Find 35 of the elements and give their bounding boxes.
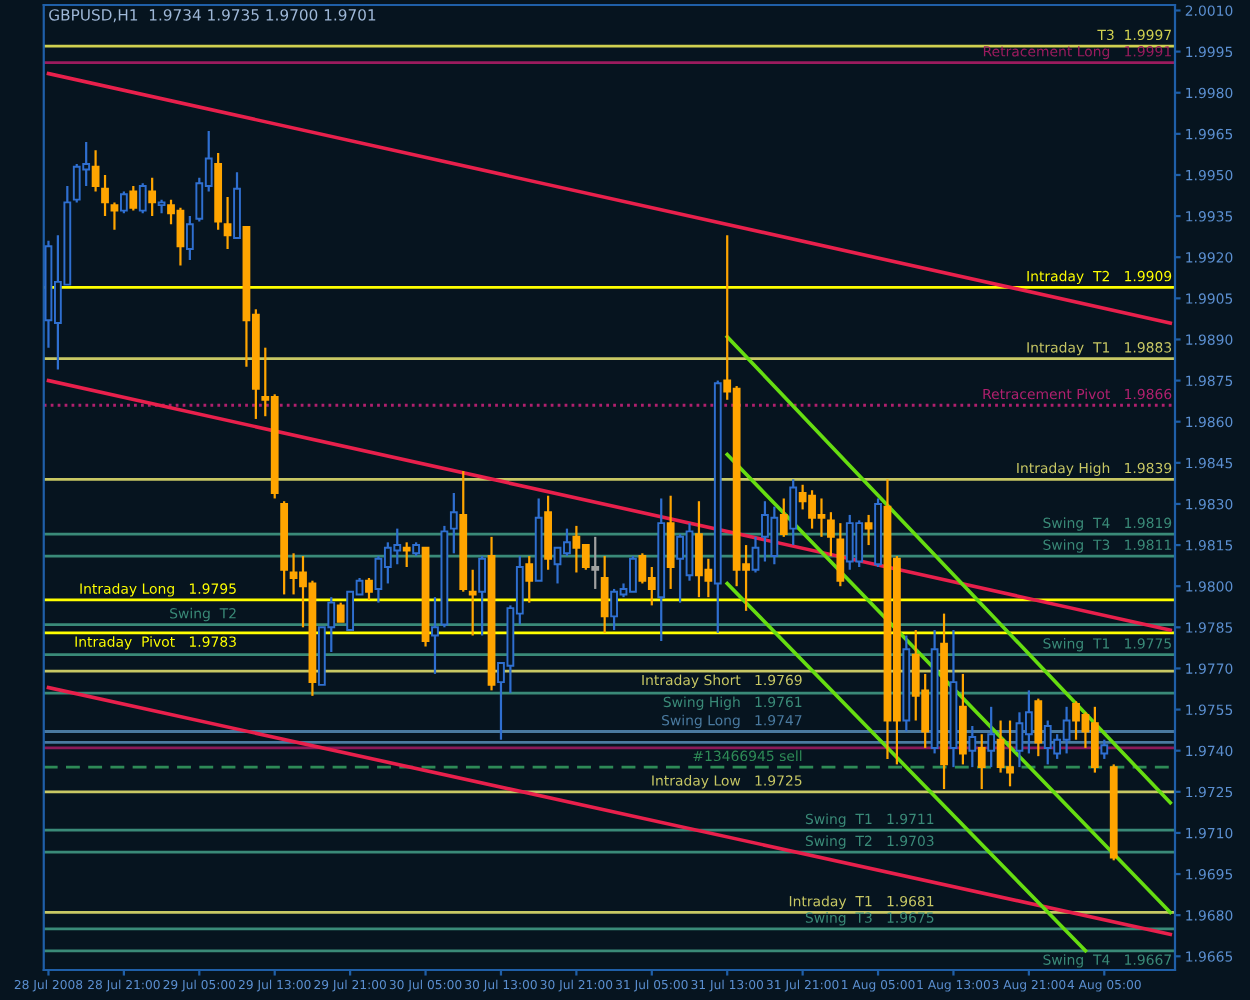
candlestick bbox=[101, 173, 109, 218]
candlestick bbox=[827, 511, 835, 558]
candlestick bbox=[1100, 738, 1109, 761]
candlestick bbox=[119, 190, 128, 215]
candlestick bbox=[544, 494, 552, 571]
candlestick bbox=[600, 554, 609, 634]
candlestick bbox=[968, 724, 977, 769]
candlestick bbox=[751, 535, 760, 574]
candlestick bbox=[977, 733, 986, 791]
candlestick bbox=[402, 541, 411, 569]
candlestick bbox=[148, 176, 157, 218]
candlestick bbox=[864, 513, 873, 547]
candlestick bbox=[591, 535, 600, 591]
candlestick bbox=[666, 494, 675, 591]
candlestick bbox=[478, 554, 486, 637]
candlestick bbox=[1090, 705, 1099, 774]
candlestick bbox=[129, 184, 138, 212]
candlestick bbox=[1024, 689, 1033, 755]
candlestick bbox=[365, 576, 373, 602]
candlestick bbox=[138, 182, 147, 215]
candlestick bbox=[185, 214, 194, 262]
candlestick bbox=[468, 568, 477, 637]
candlestick bbox=[987, 705, 996, 769]
candlestick bbox=[1034, 697, 1043, 758]
candlestick bbox=[959, 672, 967, 766]
candlestick bbox=[836, 522, 845, 588]
candlestick bbox=[449, 491, 458, 555]
candlestick bbox=[525, 554, 534, 604]
candlestick bbox=[91, 149, 100, 193]
candlestick bbox=[110, 201, 119, 231]
candlestick bbox=[431, 596, 439, 676]
candlestick bbox=[223, 195, 232, 251]
candlestick bbox=[789, 478, 798, 547]
candlestick bbox=[779, 497, 788, 538]
candlestick bbox=[336, 601, 345, 623]
